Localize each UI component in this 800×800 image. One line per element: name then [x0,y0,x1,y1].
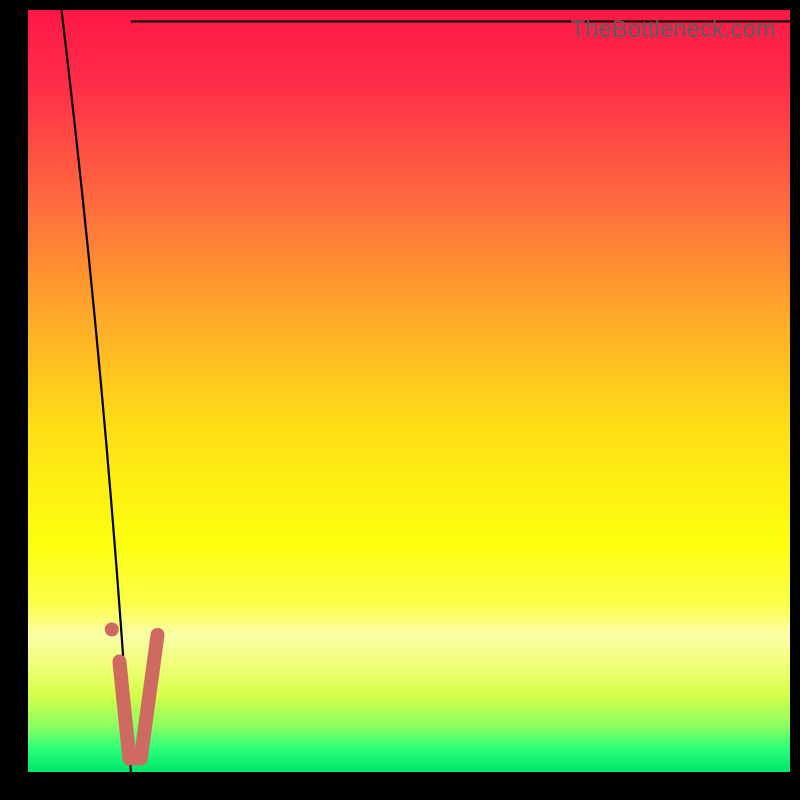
marker-segment [119,662,129,759]
gradient-background [28,10,790,772]
frame-right [790,0,800,800]
watermark-text: TheBottleneck.com [571,16,776,44]
marker-dot [105,623,119,637]
frame-bottom [0,772,800,800]
frame-left [0,0,28,800]
frame-top [0,0,800,10]
chart-svg [28,10,790,772]
plot-area: TheBottleneck.com [28,10,790,772]
